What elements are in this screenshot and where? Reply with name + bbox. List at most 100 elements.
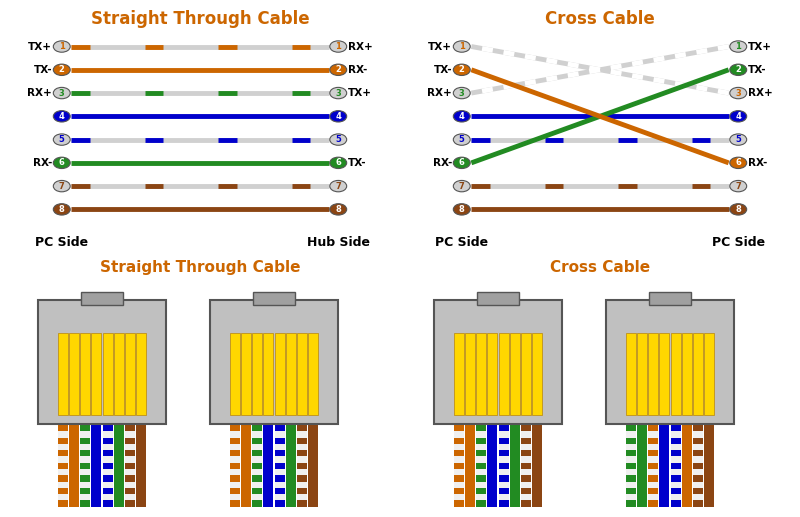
Bar [498, 333, 509, 416]
Circle shape [730, 64, 746, 75]
Bar [274, 406, 285, 413]
Bar [80, 488, 90, 494]
Circle shape [730, 87, 746, 99]
Text: 3: 3 [459, 88, 465, 98]
Bar [670, 475, 681, 481]
Bar [670, 394, 681, 400]
Text: 6: 6 [735, 158, 741, 168]
Bar [69, 394, 79, 507]
Bar [637, 394, 647, 507]
Bar [693, 431, 703, 438]
Bar [637, 333, 647, 416]
Bar [626, 413, 636, 419]
Bar [102, 425, 113, 431]
Bar [38, 300, 166, 424]
Bar [626, 419, 636, 425]
Text: RX-: RX- [348, 65, 367, 75]
Bar [476, 400, 486, 406]
Bar [476, 413, 486, 419]
Bar [476, 425, 486, 431]
Bar [521, 400, 531, 406]
Bar [670, 413, 681, 419]
Bar [252, 457, 262, 463]
Text: 3: 3 [735, 88, 741, 98]
Bar [69, 333, 79, 416]
Bar [274, 481, 285, 488]
Bar [230, 425, 240, 431]
Bar [434, 300, 562, 424]
Text: 2: 2 [735, 65, 741, 74]
Text: 1: 1 [335, 42, 341, 51]
Bar [626, 406, 636, 413]
Bar [626, 500, 636, 507]
Circle shape [330, 134, 346, 145]
Bar [693, 481, 703, 488]
Bar [80, 413, 90, 419]
Bar [297, 457, 307, 463]
Bar [476, 394, 486, 400]
Bar [693, 488, 703, 494]
Bar [58, 450, 68, 457]
Text: TX+: TX+ [28, 41, 52, 52]
Text: PC Side: PC Side [435, 236, 488, 250]
Bar [58, 469, 68, 475]
Bar [241, 333, 251, 416]
Bar [252, 444, 262, 450]
Bar [521, 457, 531, 463]
Bar [297, 419, 307, 425]
Bar [607, 416, 733, 422]
Bar [532, 333, 542, 416]
Bar [297, 463, 307, 469]
Bar [454, 494, 464, 500]
Bar [693, 406, 703, 413]
Bar [693, 475, 703, 481]
Bar [210, 300, 338, 424]
Text: Straight Through Cable: Straight Through Cable [90, 10, 310, 28]
Bar [648, 475, 658, 481]
Bar [476, 488, 486, 494]
Bar [659, 333, 670, 416]
Bar [230, 500, 240, 507]
Text: TX-: TX- [34, 65, 52, 75]
Bar [521, 413, 531, 419]
Circle shape [454, 204, 470, 215]
Text: RX-: RX- [748, 158, 767, 168]
Bar [626, 400, 636, 406]
Bar [80, 333, 90, 416]
Bar [521, 500, 531, 507]
Bar [498, 450, 509, 457]
Bar [252, 406, 262, 413]
Bar [241, 394, 251, 507]
Bar [704, 333, 714, 416]
Bar [230, 394, 240, 400]
Bar [252, 494, 262, 500]
Bar [80, 481, 90, 488]
Bar [114, 394, 124, 507]
Bar [693, 469, 703, 475]
Bar [274, 500, 285, 507]
Text: PC Side: PC Side [712, 236, 765, 250]
Bar [125, 431, 135, 438]
Text: 5: 5 [735, 135, 741, 144]
Bar [626, 450, 636, 457]
Bar [274, 488, 285, 494]
Bar [704, 394, 714, 507]
Bar [230, 333, 240, 416]
Bar [125, 400, 135, 406]
Circle shape [454, 41, 470, 52]
Bar [125, 419, 135, 425]
Bar [230, 450, 240, 457]
Circle shape [54, 111, 70, 122]
Bar [297, 400, 307, 406]
Bar [252, 419, 262, 425]
Bar [58, 500, 68, 507]
Bar [102, 450, 113, 457]
Bar [498, 425, 509, 431]
Bar [670, 469, 681, 475]
Bar [252, 400, 262, 406]
Bar [476, 438, 486, 444]
Bar [648, 488, 658, 494]
Bar [102, 419, 113, 425]
Bar [80, 450, 90, 457]
Bar [102, 431, 113, 438]
